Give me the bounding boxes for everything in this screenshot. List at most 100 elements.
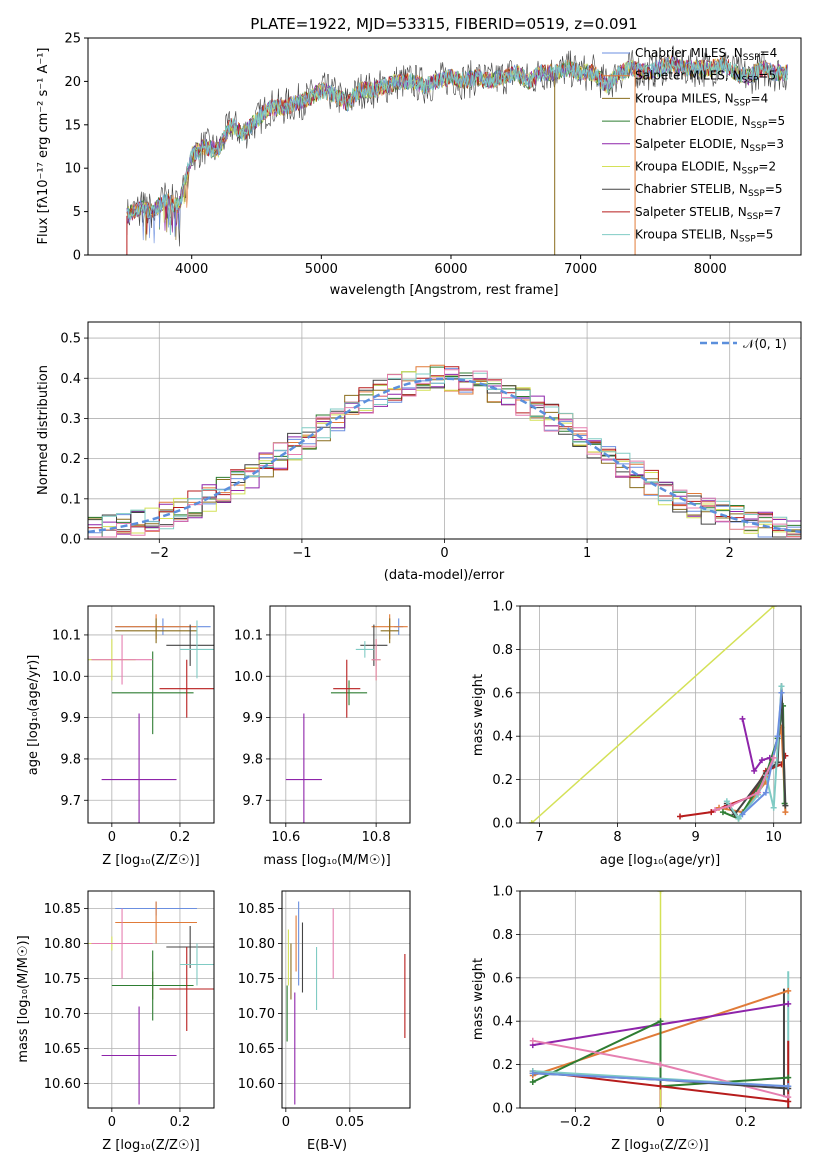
residuals-histograms bbox=[88, 364, 801, 538]
clipped-group bbox=[88, 901, 214, 1105]
legend-label: Chabrier STELIB, NSSP=5 bbox=[635, 182, 783, 199]
legend-label: Chabrier MILES, NSSP=4 bbox=[635, 46, 777, 63]
y-tick-label: 0.6 bbox=[492, 971, 513, 986]
y-tick-label: 15 bbox=[64, 118, 81, 133]
residuals-ylabel: Normed distribution bbox=[36, 365, 51, 495]
weight-marker bbox=[770, 606, 777, 609]
y-tick-label: 0.2 bbox=[492, 773, 513, 788]
spectrum-xlabel: wavelength [Angstrom, rest frame] bbox=[330, 283, 559, 298]
age-vs-z-panel: 0 0.2 9.7 9.8 9.9 10.0 10.1 bbox=[52, 605, 215, 845]
weight-marker bbox=[657, 1105, 664, 1108]
y-tick-label: 0.4 bbox=[492, 730, 513, 745]
mw-age-ylabel: mass weight bbox=[471, 674, 486, 756]
age-mass-xlabel: mass [log₁₀(M/M☉)] bbox=[263, 853, 390, 868]
spectrum-legend: Chabrier MILES, NSSP=4 Salpeter MILES, NS… bbox=[602, 46, 785, 245]
mw-age-xlabel: age [log₁₀(age/yr)] bbox=[600, 853, 721, 868]
y-tick-label: 0.8 bbox=[492, 643, 513, 658]
residuals-xlabel: (data-model)/error bbox=[384, 568, 505, 583]
x-tick-label: 2 bbox=[726, 546, 734, 561]
y-tick-label: 0.0 bbox=[492, 817, 513, 832]
mw-z-ylabel: mass weight bbox=[471, 958, 486, 1040]
gaussian-line bbox=[87, 377, 802, 534]
axes-frame bbox=[87, 605, 215, 824]
weight-marker bbox=[778, 689, 785, 696]
weight-marker bbox=[785, 987, 792, 994]
x-tick-label: 0.2 bbox=[170, 830, 191, 845]
weight-line bbox=[531, 606, 775, 823]
y-tick-label: 10.0 bbox=[52, 670, 81, 685]
weight-marker bbox=[782, 802, 789, 809]
legend-label: Salpeter ELODIE, NSSP=3 bbox=[635, 137, 784, 154]
y-tick-label: 1.0 bbox=[492, 600, 513, 615]
x-tick-label: 5000 bbox=[305, 262, 338, 277]
mass-ebv-xlabel: E(B-V) bbox=[307, 1138, 347, 1153]
weight-marker bbox=[735, 815, 742, 822]
x-tick-label: 10.6 bbox=[271, 830, 300, 845]
clipped-group bbox=[286, 901, 406, 1105]
y-tick-label: 10.70 bbox=[44, 1007, 81, 1022]
spectrum-ticks: 4000 5000 6000 7000 8000 0 5 10 15 20 25 bbox=[64, 32, 726, 278]
weight-marker bbox=[677, 813, 684, 820]
y-tick-label: 0.6 bbox=[492, 686, 513, 701]
clipped-group bbox=[88, 614, 214, 823]
weight-marker bbox=[712, 806, 719, 813]
axes-frame bbox=[281, 890, 411, 1109]
x-tick-label: 0 bbox=[108, 830, 116, 845]
y-tick-label: 10.70 bbox=[238, 1007, 275, 1022]
y-tick-label: 10.85 bbox=[44, 902, 81, 917]
weight-marker bbox=[774, 733, 781, 740]
gaussian-legend-label: 𝒩(0, 1) bbox=[743, 337, 787, 351]
spectrum-line bbox=[126, 58, 788, 236]
clipped-group bbox=[529, 891, 792, 1108]
y-tick-label: 0.5 bbox=[60, 332, 81, 347]
weight-marker bbox=[770, 754, 777, 761]
y-tick-label: 9.7 bbox=[60, 794, 81, 809]
x-tick-label: 8 bbox=[613, 830, 621, 845]
residuals-panel: −2 −1 0 1 2 0.0 0.1 0.2 0.3 0.4 0.5 (data-model)/e… bbox=[36, 321, 802, 583]
weight-line bbox=[532, 1072, 789, 1088]
histogram-step bbox=[88, 369, 801, 538]
y-tick-label: 20 bbox=[64, 75, 81, 90]
x-tick-label: 0 bbox=[440, 546, 448, 561]
weight-marker bbox=[785, 1098, 792, 1105]
weight-marker bbox=[785, 1074, 792, 1081]
y-tick-label: 0.2 bbox=[492, 1058, 513, 1073]
weight-marker bbox=[657, 1018, 664, 1025]
clipped-group bbox=[126, 45, 788, 255]
y-tick-label: 9.8 bbox=[60, 752, 81, 767]
mass-vs-z-panel: 0 0.2 10.60 10.65 10.70 10.75 10.80 10.85 bbox=[44, 890, 215, 1130]
spectrum-ylabel: Flux [fλ10⁻¹⁷ erg cm⁻² s⁻¹ A⁻¹] bbox=[36, 48, 51, 245]
weight-marker bbox=[727, 802, 734, 809]
axes-frame bbox=[269, 605, 411, 824]
legend-label: Salpeter STELIB, NSSP=7 bbox=[635, 205, 781, 222]
clipped-group bbox=[528, 606, 789, 823]
weight-marker bbox=[751, 767, 758, 774]
x-tick-label: 0 bbox=[656, 1115, 664, 1130]
legend-label: Chabrier ELODIE, NSSP=5 bbox=[635, 114, 785, 131]
x-tick-label: 7000 bbox=[564, 262, 597, 277]
x-tick-label: 6000 bbox=[434, 262, 467, 277]
y-tick-label: 10.85 bbox=[238, 902, 275, 917]
mw-z-xlabel: Z [log₁₀(Z/Z☉)] bbox=[611, 1138, 708, 1153]
weight-marker bbox=[719, 809, 726, 816]
weight-marker bbox=[657, 891, 664, 894]
x-tick-label: 0.05 bbox=[335, 1115, 364, 1130]
mass-weight-vs-age-panel: 7 8 9 10 0.0 0.2 0.4 0.6 0.8 1.0 bbox=[492, 600, 802, 845]
clipped-group bbox=[285, 614, 408, 823]
x-tick-label: 10.8 bbox=[362, 830, 391, 845]
axes-frame bbox=[87, 890, 215, 1109]
x-tick-label: 8000 bbox=[694, 262, 727, 277]
y-tick-label: 10.0 bbox=[234, 670, 263, 685]
axes-frame bbox=[519, 605, 802, 824]
x-tick-label: 10 bbox=[765, 830, 782, 845]
x-tick-label: 7 bbox=[535, 830, 543, 845]
y-tick-label: 10.60 bbox=[44, 1077, 81, 1092]
y-tick-label: 10 bbox=[64, 162, 81, 177]
x-tick-label: 0.2 bbox=[170, 1115, 191, 1130]
y-tick-label: 10.80 bbox=[44, 937, 81, 952]
y-tick-label: 10.65 bbox=[44, 1042, 81, 1057]
weight-marker bbox=[755, 789, 762, 796]
residuals-grid: −2 −1 0 1 2 0.0 0.1 0.2 0.3 0.4 0.5 bbox=[60, 322, 801, 561]
weight-marker bbox=[758, 757, 765, 764]
